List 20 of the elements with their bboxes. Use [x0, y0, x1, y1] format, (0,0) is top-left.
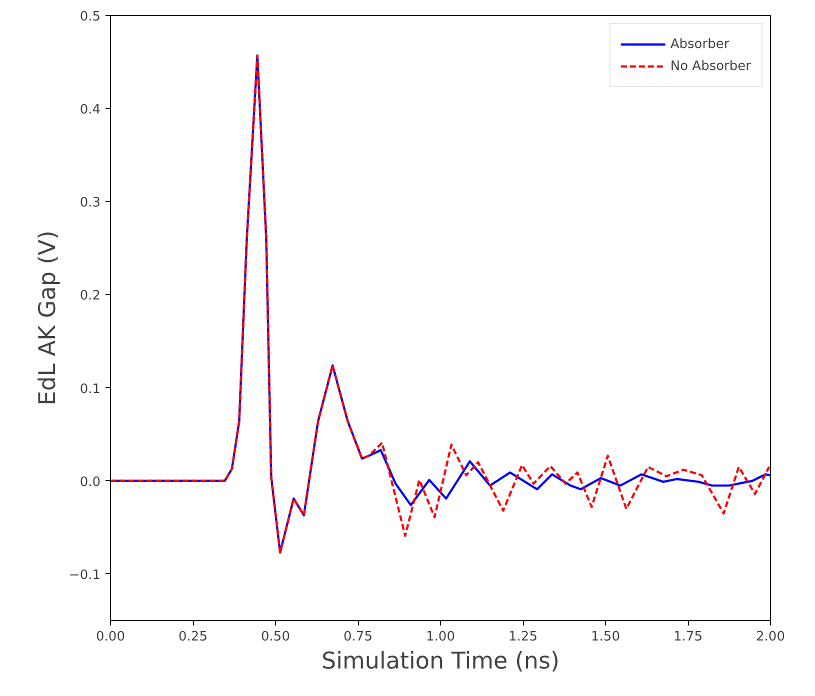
y-tick-label: 0.4 — [80, 102, 101, 118]
y-tick-label: 0.3 — [80, 196, 101, 211]
y-tick-label: 0.5 — [80, 10, 101, 24]
x-tick-label: 1.75 — [674, 630, 702, 644]
y-tick-label: −0.1 — [68, 568, 101, 583]
x-tick-label: 2.00 — [756, 630, 785, 644]
x-tick-label: 0.25 — [178, 630, 208, 644]
x-tick-label: 1.00 — [426, 630, 455, 644]
x-tick-label: 1.50 — [591, 630, 620, 644]
legend-label: No Absorber — [670, 58, 751, 74]
x-tick-label: 0.75 — [344, 630, 372, 644]
y-tick-label: 0.2 — [80, 288, 101, 304]
y-axis-title: EdL AK Gap (V) — [34, 230, 61, 406]
y-tick-label: 0.1 — [80, 382, 101, 397]
x-axis-title: Simulation Time (ns) — [322, 648, 560, 674]
legend-label: Absorber — [670, 36, 730, 52]
x-tick-label: 0.00 — [96, 630, 125, 644]
x-tick-label: 0.50 — [261, 630, 290, 644]
x-tick-label: 1.25 — [508, 630, 538, 644]
y-tick-label: 0.0 — [80, 474, 101, 490]
